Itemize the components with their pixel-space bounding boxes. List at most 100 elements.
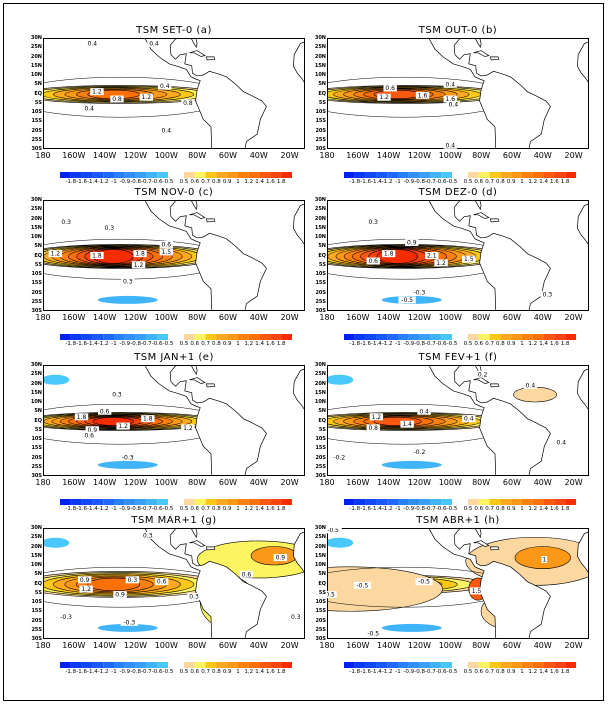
colorbar-swatch [238, 499, 249, 505]
contour-label: 0.3 [123, 278, 133, 285]
colorbar-swatch [248, 334, 260, 340]
contour-label: 0.4 [446, 81, 456, 88]
latitude-tick-label: 5S [34, 426, 42, 433]
colorbar-tick-label: -1.6 [76, 669, 87, 675]
negative-anomaly [327, 374, 354, 385]
colorbar-tick-label: -0.6 [151, 179, 163, 185]
colorbar-swatch [194, 662, 206, 668]
colorbar-swatch [478, 334, 490, 340]
contour-label: 0.4 [160, 83, 170, 90]
colorbar-tick-label: -0.5 [162, 669, 174, 675]
latitude-tick-label: 25S [31, 626, 42, 633]
colorbar-tick-label: -0.9 [403, 669, 415, 675]
colorbar-tick-label: -0.6 [435, 341, 447, 347]
colorbar-swatch [114, 499, 125, 505]
colorbar-swatch [522, 172, 533, 178]
latitude-tick-label: 15N [30, 62, 42, 69]
colorbar-swatch [70, 172, 82, 178]
contour-label: 0.4 [162, 128, 172, 135]
colorbar-tick-label: 1.2 [528, 506, 538, 512]
map-frame [43, 200, 305, 311]
latitude-tick-label: 10N [314, 399, 326, 405]
latitude-tick-label: 10S [31, 271, 42, 277]
colorbar-swatch [227, 172, 238, 178]
latitude-tick-label: 10S [315, 271, 326, 277]
colorbar-tick-label: 1.4 [539, 179, 548, 185]
colorbar-swatch [184, 334, 195, 340]
negative-anomaly [97, 295, 158, 304]
colorbar-tick-label: 1.6 [266, 341, 275, 347]
panel-title: TSM NOV-0 (c) [134, 187, 214, 198]
colorbar-swatch [248, 499, 260, 505]
colorbar-swatch [124, 662, 136, 668]
colorbar-tick-label: 1 [236, 341, 240, 347]
colorbar-tick-label: -1.2 [97, 506, 109, 512]
longitude-tick-label: 100W [154, 641, 178, 650]
colorbar-swatch [281, 172, 292, 178]
colorbar-tick-label: -1.8 [65, 669, 77, 675]
longitude-tick-label: 120W [123, 641, 148, 650]
colorbar-swatch [430, 662, 442, 668]
latitude-tick-label: 15N [314, 389, 326, 396]
coastline [426, 200, 551, 311]
contour-label: 1.8 [384, 251, 394, 258]
colorbar-tick-label: -1.8 [65, 179, 77, 185]
negative-anomaly [97, 623, 158, 632]
colorbar-swatch [468, 172, 479, 178]
contour-label: 1.5 [464, 256, 474, 263]
contour-label: -0.3 [60, 614, 72, 621]
latitude-tick-label: 15S [315, 118, 326, 125]
colorbar-swatch [511, 334, 522, 340]
latitude-tick-label: 15S [31, 608, 42, 615]
panel-title: TSM JAN+1 (e) [134, 352, 214, 363]
contour-label: 0.9 [407, 240, 417, 247]
colorbar-swatch [468, 499, 479, 505]
colorbar-swatch [81, 334, 93, 340]
latitude-tick-label: 5S [34, 261, 42, 268]
colorbar-swatch [398, 662, 409, 668]
colorbar-swatch [522, 334, 533, 340]
latitude-tick-label: 5N [34, 81, 42, 88]
colorbar-tick-label: 1.4 [255, 341, 264, 347]
colorbar-swatch [281, 334, 292, 340]
colorbar-tick-label: -0.9 [403, 506, 415, 512]
anomaly-contour [513, 386, 557, 403]
colorbar-swatch [238, 662, 249, 668]
colorbar-swatch [376, 334, 388, 340]
colorbar-swatch [354, 499, 366, 505]
colorbar-swatch [259, 334, 271, 340]
colorbar-swatch [408, 334, 420, 340]
coastline [205, 546, 216, 551]
sst-anomaly-map: 0.4 0.4 0.4 1.2 0.8 1.2 0.8 0.4 0.4 [43, 38, 305, 149]
longitude-tick-label: 60W [218, 313, 237, 322]
latitude-tick-label: 5N [318, 571, 326, 578]
colorbar-swatch [554, 172, 566, 178]
latitude-tick-label: 15N [314, 62, 326, 69]
colorbar-tick-label: 1.4 [255, 179, 264, 185]
latitude-tick-label: 25N [314, 206, 326, 213]
coastline [426, 528, 551, 639]
colorbar-tick-label: -1.2 [97, 341, 109, 347]
colorbar-swatch [408, 172, 420, 178]
colorbar-swatch [114, 172, 125, 178]
colorbar-swatch [92, 334, 104, 340]
colorbar-tick-label: 1 [520, 179, 524, 185]
colorbar-tick-label: 1 [236, 179, 240, 185]
contour-label: 1.2 [183, 425, 193, 432]
contour-label: 1.5 [162, 249, 172, 256]
longitude-tick-label: 20W [564, 478, 583, 487]
colorbar-tick-label: -1 [111, 506, 117, 512]
coastline [489, 56, 500, 61]
colorbar-tick-label: -1.4 [371, 341, 382, 347]
coastline [489, 383, 500, 388]
colorbar-swatch [60, 172, 71, 178]
colorbar-swatch [184, 499, 195, 505]
latitude-tick-label: 25S [31, 463, 42, 470]
colorbar-tick-label: -1 [395, 341, 401, 347]
longitude-tick-label: 40W [249, 641, 268, 650]
colorbar-swatch [354, 334, 366, 340]
colorbar-swatch [500, 662, 512, 668]
latitude-tick-label: 20N [30, 53, 42, 60]
colorbar-swatch [522, 662, 533, 668]
longitude-tick-label: 100W [154, 151, 178, 160]
